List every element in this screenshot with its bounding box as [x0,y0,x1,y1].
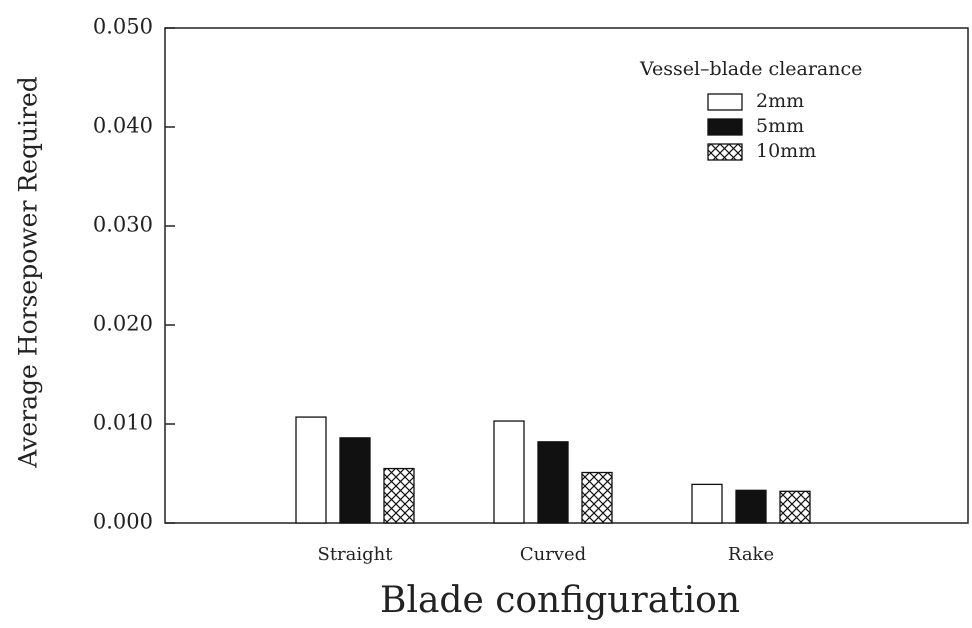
bar [339,437,371,524]
y-tick-label: 0.020 [93,312,153,336]
x-axis-label: Blade configuration [380,580,740,621]
y-tick-label: 0.010 [93,411,153,435]
y-tick-label: 0.000 [93,510,153,534]
y-tick-label: 0.050 [93,15,153,39]
legend-swatch [707,143,743,161]
legend-swatch [707,93,743,111]
legend-title: Vessel–blade clearance [639,58,862,80]
x-tick-label: Straight [317,544,393,565]
bar [295,416,327,524]
bar [383,467,415,524]
bar [493,420,525,524]
bar [581,471,613,524]
bar [779,490,811,524]
bar [691,483,723,524]
legend-label: 2mm [756,90,804,112]
x-tick-label: Curved [520,544,586,565]
y-tick-label: 0.030 [93,213,153,237]
bar [735,489,767,524]
y-axis-label: Average Horsepower Required [14,76,43,469]
bar [537,441,569,524]
legend-swatch [707,118,743,136]
x-tick-label: Rake [728,544,774,565]
y-tick-label: 0.040 [93,114,153,138]
legend-label: 10mm [756,140,816,162]
legend-label: 5mm [756,115,804,137]
